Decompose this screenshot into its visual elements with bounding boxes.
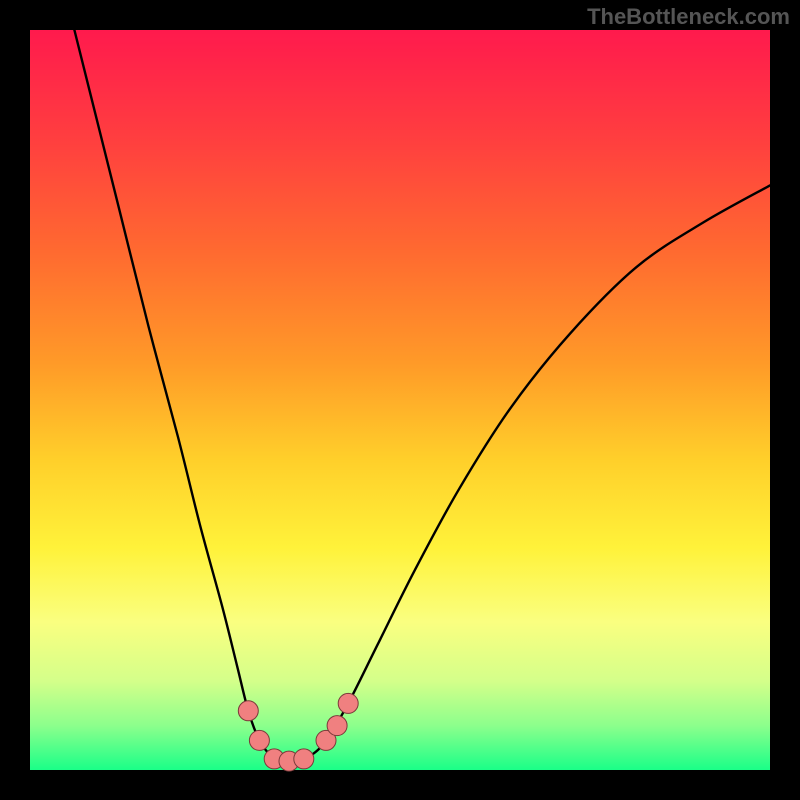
plot-area xyxy=(30,30,770,770)
watermark-text: TheBottleneck.com xyxy=(587,4,790,30)
chart-container: TheBottleneck.com xyxy=(0,0,800,800)
chart-background xyxy=(0,0,800,800)
